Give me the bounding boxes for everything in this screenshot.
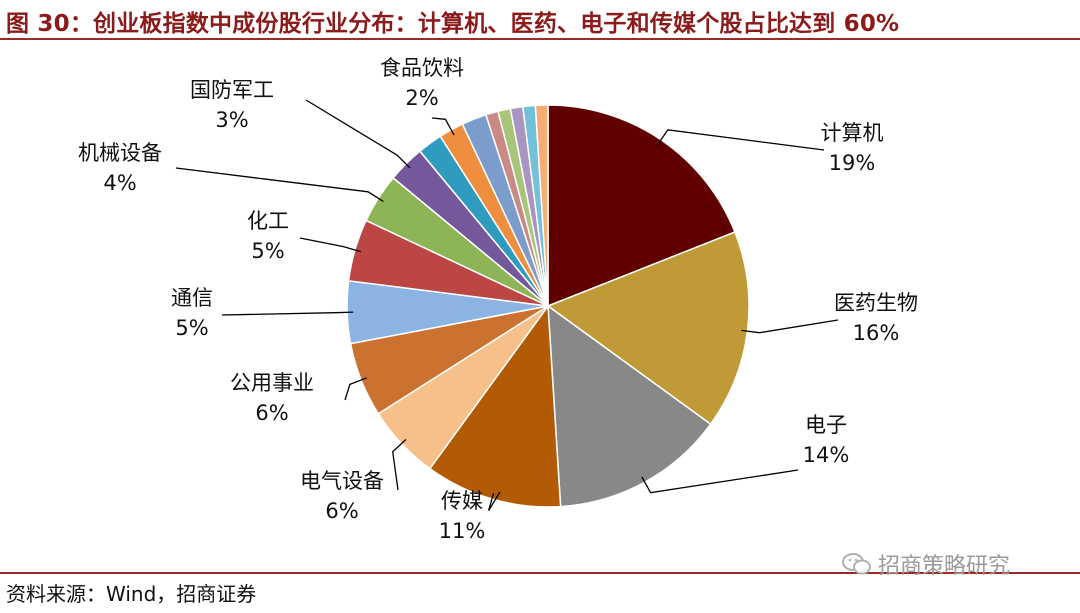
slice-value-label: 5% (175, 316, 208, 340)
slice-category-label: 计算机 (821, 121, 884, 145)
leader-line (657, 129, 825, 151)
leader-line (299, 237, 361, 253)
chart-title: 图 30：创业板指数中成份股行业分布：计算机、医药、电子和传媒个股占比达到 60… (6, 11, 900, 37)
slice-category-label: 食品饮料 (380, 56, 464, 80)
slice-value-label: 4% (103, 171, 136, 195)
leader-line (175, 167, 384, 203)
leader-lines (175, 99, 839, 511)
slice-category-label: 公用事业 (230, 371, 314, 395)
pie-slices (346, 104, 750, 508)
slice-category-label: 化工 (247, 209, 289, 233)
slice-value-label: 5% (251, 239, 284, 263)
source-rule (0, 572, 1080, 574)
leader-line (221, 311, 354, 316)
leader-line (487, 491, 501, 511)
leader-line (392, 439, 407, 491)
slice-value-label: 19% (829, 151, 876, 175)
leader-line (741, 319, 839, 334)
wechat-icon (842, 553, 871, 575)
leader-line (641, 469, 799, 494)
slice-category-label: 机械设备 (78, 141, 162, 165)
watermark-text: 招商策略研究 (878, 554, 1011, 579)
slice-value-label: 6% (325, 499, 358, 523)
source-note: 资料来源：Wind，招商证券 (6, 582, 257, 606)
slice-value-label: 14% (803, 443, 850, 467)
slice-category-label: 电气设备 (300, 469, 384, 493)
slice-value-label: 11% (439, 519, 486, 543)
slice-category-label: 通信 (171, 286, 213, 310)
slice-category-label: 传媒 (441, 489, 483, 513)
leader-line (305, 99, 411, 169)
leader-line (431, 117, 455, 136)
slice-value-label: 16% (853, 321, 900, 345)
slice-value-label: 3% (215, 108, 248, 132)
slice-category-label: 国防军工 (190, 78, 274, 102)
title-rule (0, 38, 1080, 40)
pie-labels: 计算机 19% 医药生物 16% 电子 14% 传媒 11% 电气设备 6% 公用事业 6% 通信 5% 化… (78, 56, 918, 543)
slice-category-label: 医药生物 (834, 291, 918, 315)
slice-value-label: 2% (405, 86, 438, 110)
slice-value-label: 6% (255, 401, 288, 425)
slice-category-label: 电子 (805, 413, 847, 437)
pie-slice-17 (534, 104, 549, 307)
leader-line (344, 377, 367, 401)
watermark: 招商策略研究 (842, 548, 1010, 580)
